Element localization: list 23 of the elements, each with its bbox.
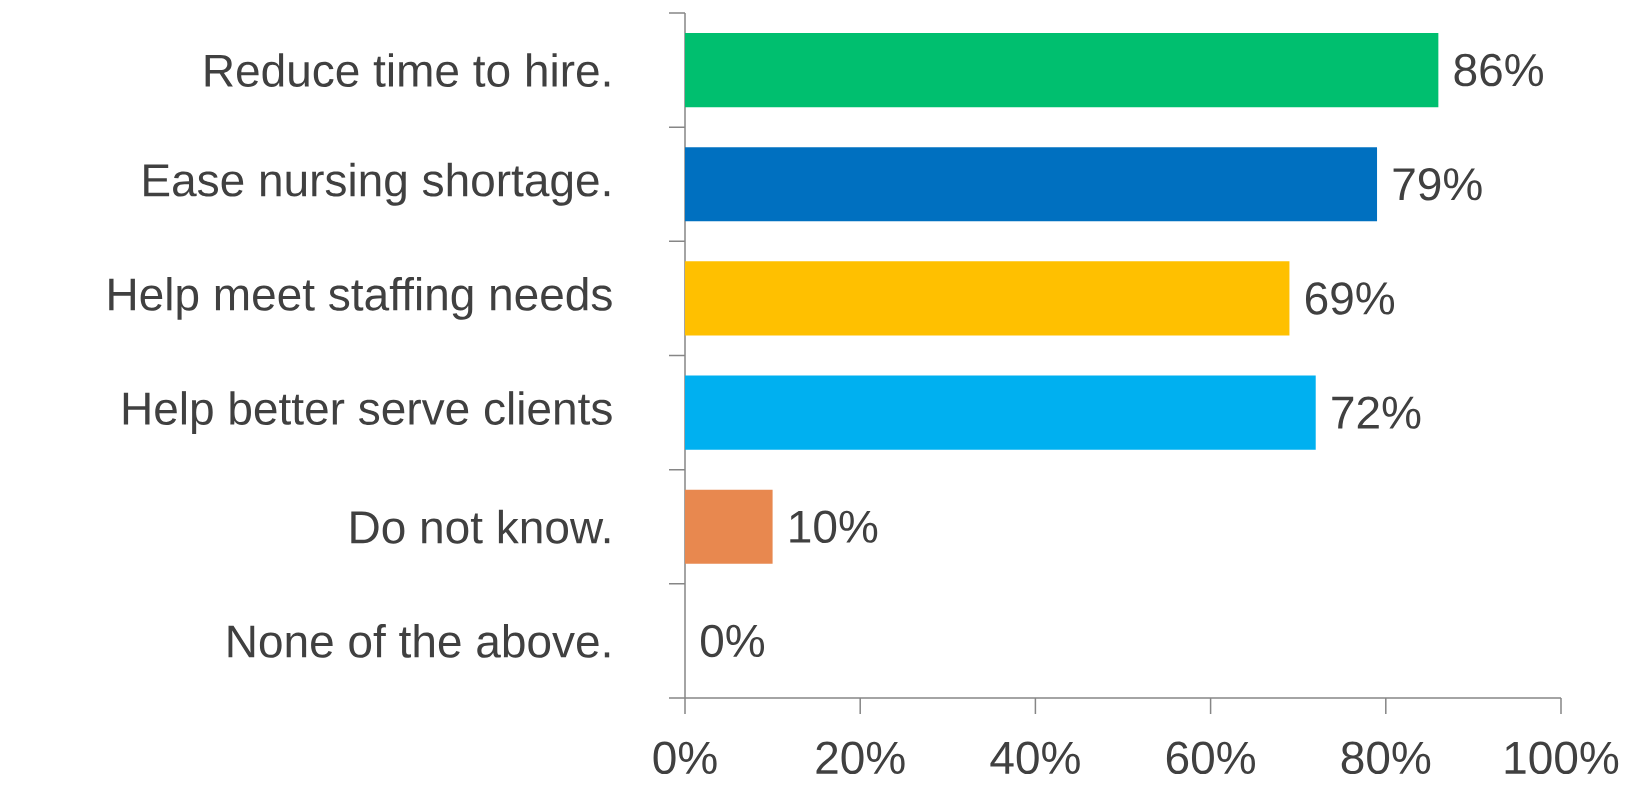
data-label: 72%	[1332, 396, 1421, 429]
data-label: 0%	[701, 624, 765, 658]
data-label: 69%	[1305, 282, 1395, 315]
x-tick-label: 0%	[653, 741, 717, 775]
bar	[685, 489, 773, 564]
bar	[685, 147, 1378, 222]
bar	[685, 32, 1439, 108]
y-tick-label: Help better serve clients	[123, 391, 612, 435]
data-label: 79%	[1393, 167, 1482, 201]
data-label: 86%	[1454, 53, 1543, 87]
x-tick-label: 80%	[1341, 741, 1431, 775]
y-tick-label: Do not know.	[351, 509, 610, 544]
y-tick-label: Help meet staffing needs	[109, 276, 612, 320]
x-tick-label: 60%	[1166, 741, 1255, 775]
x-tick-label: 100%	[1505, 741, 1619, 775]
y-tick-label: Ease nursing shortage.	[144, 162, 610, 206]
bar	[685, 261, 1290, 336]
x-tick-label: 20%	[816, 741, 905, 775]
y-tick-label: Reduce time to hire.	[205, 53, 610, 87]
data-label: 10%	[790, 510, 878, 544]
x-tick-label: 40%	[990, 741, 1080, 775]
bar	[685, 375, 1316, 450]
y-tick-label: None of the above.	[228, 624, 610, 658]
